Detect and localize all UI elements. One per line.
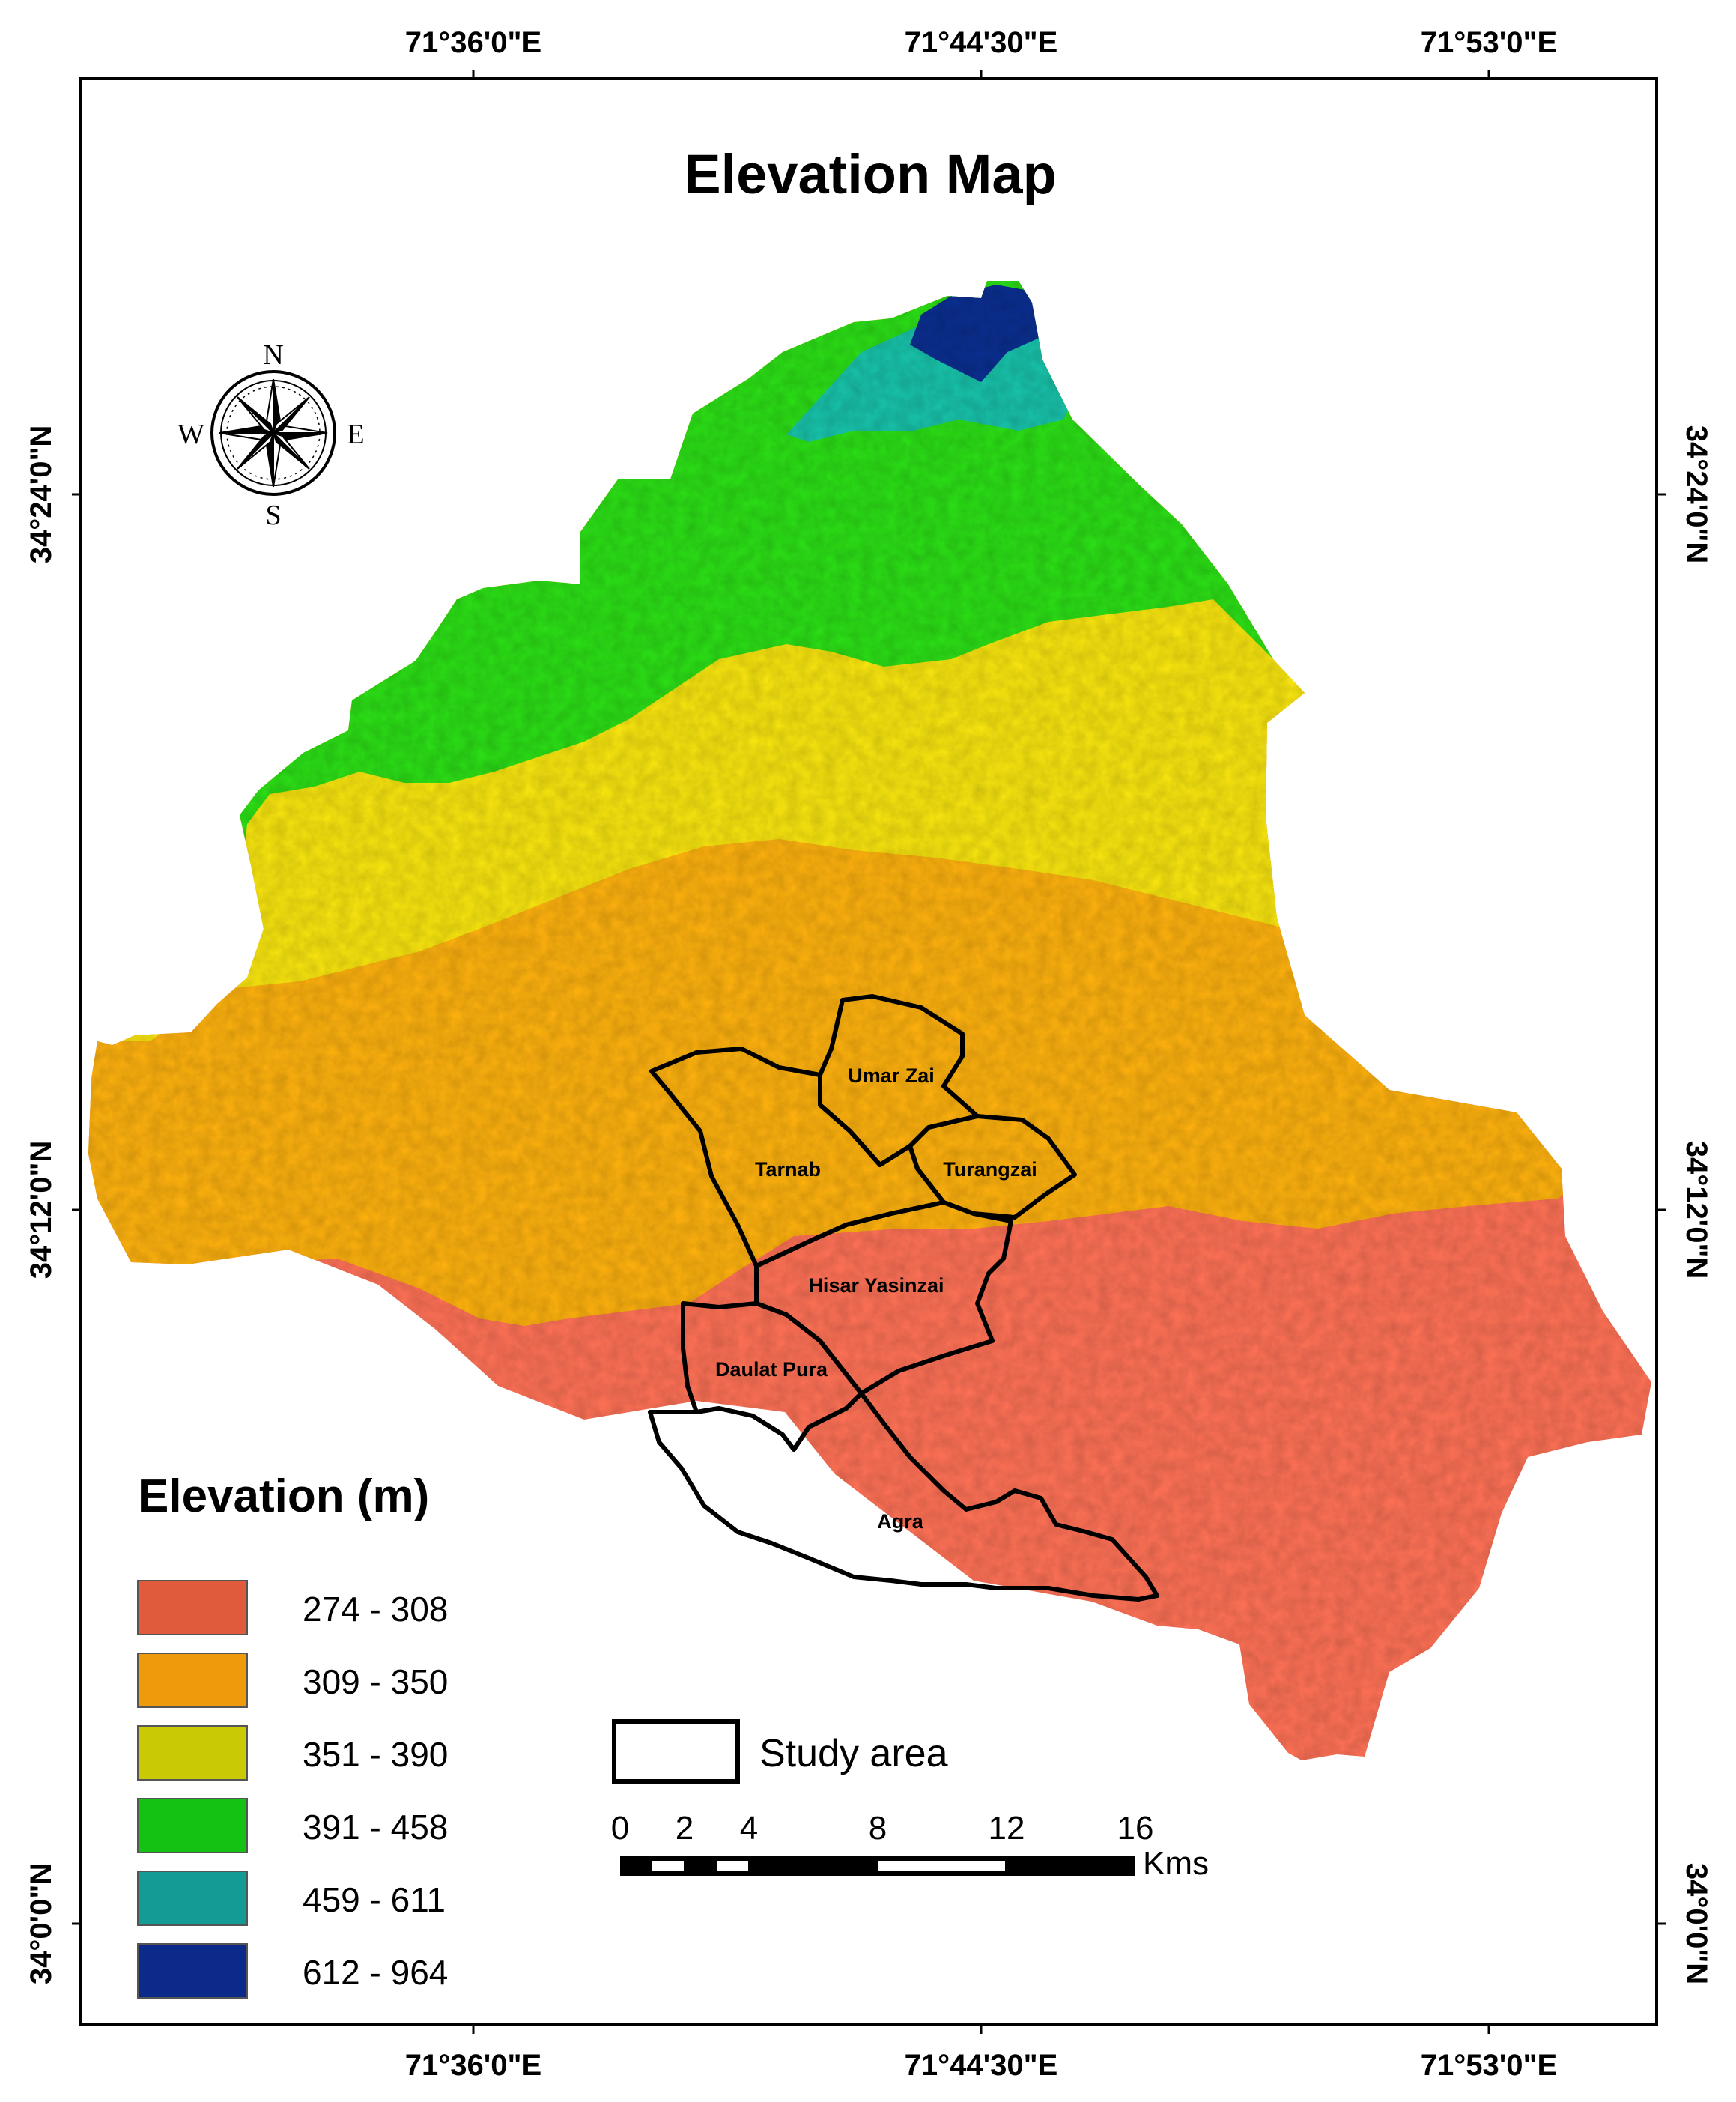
coord-top-3: 71°53'0"E	[1421, 26, 1557, 59]
map-title: Elevation Map	[684, 143, 1057, 205]
elevation-legend: Elevation (m) 274 - 308 309 - 350 351 - 39…	[137, 1471, 448, 1999]
scale-tick-16: 16	[1117, 1810, 1154, 1847]
legend-swatch-3	[137, 1725, 248, 1781]
legend-swatch-4	[137, 1798, 248, 1853]
study-area-legend: Study area	[612, 1719, 948, 1784]
coord-bottom-3: 71°53'0"E	[1421, 2049, 1557, 2082]
district-label-tarnab: Tarnab	[755, 1158, 821, 1181]
scale-unit: Kms	[1143, 1845, 1209, 1882]
district-agra	[648, 1391, 1159, 1602]
scale-tick-4: 4	[740, 1810, 758, 1847]
legend-label-3: 351 - 390	[303, 1735, 448, 1774]
coord-right-3: 34°0'0"N	[1680, 1863, 1713, 1984]
coord-top-1: 71°36'0"E	[405, 26, 541, 59]
legend-swatch-1	[137, 1580, 248, 1635]
legend-swatch-5	[137, 1871, 248, 1926]
district-turangzai	[908, 1114, 1077, 1220]
legend-swatch-2	[137, 1653, 248, 1708]
legend-title: Elevation (m)	[138, 1471, 429, 1522]
legend-swatch-6	[137, 1943, 248, 1999]
district-label-umar-zai: Umar Zai	[848, 1064, 935, 1087]
coord-right-1: 34°24'0"N	[1680, 425, 1713, 564]
study-area-districts	[648, 994, 1159, 1602]
compass-east: E	[347, 419, 364, 450]
coord-top-2: 71°44'30"E	[905, 26, 1058, 59]
compass-rose-icon: N S E W	[177, 339, 365, 531]
district-label-agra: Agra	[877, 1510, 923, 1533]
legend-label-2: 309 - 350	[303, 1662, 448, 1701]
coord-right-2: 34°12'0"N	[1680, 1141, 1713, 1279]
study-area-label: Study area	[759, 1732, 948, 1775]
coord-bottom-2: 71°44'30"E	[905, 2049, 1058, 2082]
study-area-swatch	[612, 1719, 740, 1784]
coord-left-2: 34°12'0"N	[25, 1141, 58, 1279]
legend-label-5: 459 - 611	[303, 1880, 446, 1919]
district-label-turangzai: Turangzai	[943, 1158, 1037, 1181]
district-label-hisar-yasinzai: Hisar Yasinzai	[808, 1274, 944, 1297]
scale-tick-8: 8	[869, 1810, 887, 1847]
scale-tick-12: 12	[989, 1810, 1025, 1847]
scale-bar: 0 2 4 8 12 16 Kms	[611, 1810, 1209, 1882]
compass-south: S	[265, 500, 281, 531]
coord-left-3: 34°0'0"N	[25, 1863, 58, 1984]
legend-label-4: 391 - 458	[303, 1808, 448, 1847]
district-label-daulat-pura: Daulat Pura	[715, 1358, 828, 1381]
compass-north: N	[263, 339, 283, 371]
legend-label-1: 274 - 308	[303, 1590, 448, 1629]
scale-tick-0: 0	[611, 1810, 629, 1847]
coord-bottom-1: 71°36'0"E	[405, 2049, 541, 2082]
legend-label-6: 612 - 964	[303, 1953, 448, 1992]
coord-left-1: 34°24'0"N	[25, 425, 58, 564]
compass-west: W	[177, 419, 204, 450]
graticule-ticks	[72, 70, 1666, 2034]
scale-tick-2: 2	[676, 1810, 694, 1847]
